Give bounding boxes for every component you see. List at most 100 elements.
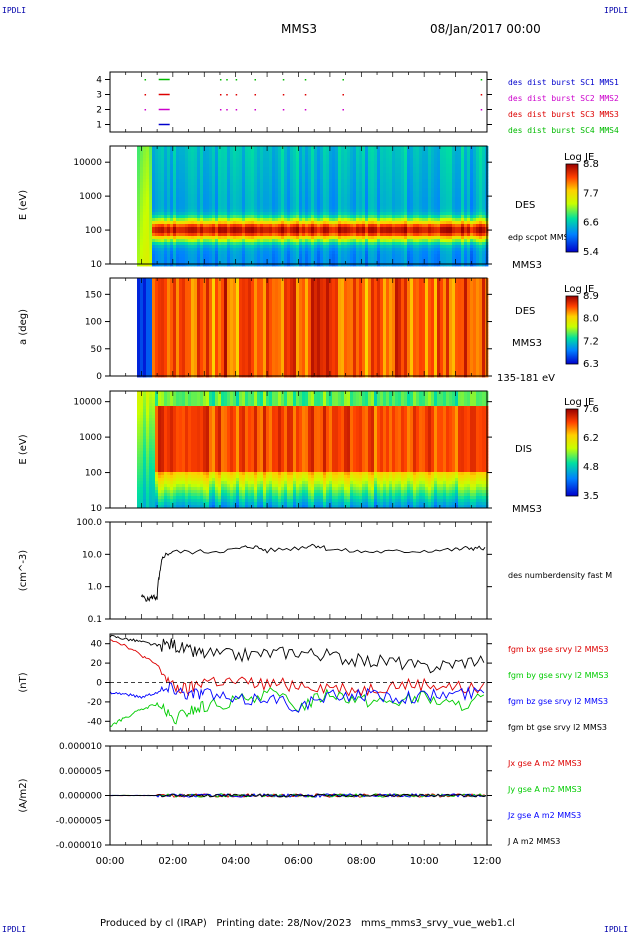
bfield-legend-0: fgm bx gse srvy l2 MMS3 [508, 645, 609, 654]
dis-energy-ylabel: E (eV) [18, 434, 29, 464]
colorbar-tick-2-3: 6.3 [583, 359, 599, 370]
colorbar-title-1: Log JE [564, 152, 594, 163]
burst-legend-1: des dist burst SC2 MMS2 [508, 94, 619, 103]
des-pitch-ytick-0: 150 [85, 290, 102, 300]
density-ytick-1: 10.0 [82, 550, 102, 560]
burst-dot-8-4 [480, 79, 483, 81]
des-pitch-side-2: 135-181 eV [497, 373, 555, 384]
density-ytick-3: 0.1 [88, 615, 102, 625]
colorbar-tick-2-1: 8.0 [583, 314, 599, 325]
density-line [140, 543, 486, 602]
current-legend-0: Jx gse A m2 MMS3 [507, 759, 582, 768]
time-tick-2: 04:00 [221, 856, 250, 867]
burst-ytick-0: 1 [96, 121, 102, 131]
current-ytick-0: 0.000010 [59, 742, 102, 752]
dis-energy-ytick-1: 1000 [79, 433, 102, 443]
colorbar-tick-2-2: 7.2 [583, 336, 599, 347]
burst-dot-3-2 [235, 109, 238, 111]
colorbar-tick-1-2: 6.6 [583, 218, 599, 229]
dis-energy-side-1: MMS3 [512, 504, 542, 515]
des-energy-ytick-0: 10000 [73, 158, 102, 168]
spacecraft-title: MMS3 [281, 22, 317, 36]
burst-dot-1-2 [219, 109, 222, 111]
colorbar-tick-1-0: 8.8 [583, 159, 599, 170]
dis-energy-ytick-0: 10000 [73, 398, 102, 408]
colorbar-tick-3-1: 6.2 [583, 433, 599, 444]
footer-credit: Produced by cl (IRAP) Printing date: 28/… [100, 918, 515, 929]
bfield-legend-1: fgm by gse srvy l2 MMS3 [508, 671, 609, 680]
des-energy-ytick-2: 100 [85, 226, 102, 236]
bfield-ytick-3: -20 [87, 698, 102, 708]
des-pitch-ytick-1: 100 [85, 318, 102, 328]
burst-dot-4-2 [254, 109, 257, 111]
burst-dot-4-4 [254, 79, 257, 81]
burst-ytick-3: 4 [96, 76, 102, 86]
burst-legend-3: des dist burst SC4 MMS4 [508, 126, 619, 135]
current-legend-3: J A m2 MMS3 [507, 837, 560, 846]
bfield-ytick-1: 20 [91, 659, 103, 669]
burst-ytick-2: 3 [96, 91, 102, 101]
panel-frame-4 [109, 521, 488, 620]
des-energy-side-2: MMS3 [512, 260, 542, 271]
bfield-legend-2: fgm bz gse srvy l2 MMS3 [508, 697, 608, 706]
burst-ytick-1: 2 [96, 106, 102, 116]
des-pitch-heatmap [137, 278, 489, 378]
density-ytick-0: 100.0 [76, 518, 102, 528]
burst-dot-1-3 [219, 94, 222, 96]
colorbar-title-2: Log JE [564, 284, 594, 295]
current-ytick-3: -0.000005 [56, 816, 102, 826]
density-legend: des numberdensity fast M [508, 571, 612, 580]
colorbar-tick-1-3: 5.4 [583, 247, 599, 258]
des-pitch-ytick-2: 50 [91, 345, 103, 355]
density-ylabel: (cm^-3) [18, 550, 29, 591]
time-tick-4: 08:00 [347, 856, 376, 867]
burst-dot-7-3 [342, 94, 344, 96]
burst-dot-2-4 [226, 79, 228, 81]
colorbar-tick-3-2: 4.8 [583, 462, 599, 473]
burst-dot-1-4 [219, 79, 222, 81]
burst-dot-8-2 [480, 109, 483, 111]
bfield-ytick-4: -40 [87, 717, 102, 727]
current-legend-2: Jz gse A m2 MMS3 [507, 811, 581, 820]
corner-label-top-right: IPDLI [604, 6, 629, 15]
burst-dot-8-3 [480, 94, 483, 96]
des-pitch-side-0: DES [515, 306, 535, 317]
burst-dot-2-3 [226, 94, 228, 96]
burst-dot-3-4 [235, 79, 238, 81]
burst-dot-5-2 [282, 109, 285, 111]
current-ytick-1: 0.000005 [59, 767, 102, 777]
panel-frame-0 [109, 71, 488, 133]
des-pitch-side-1: MMS3 [512, 338, 542, 349]
burst-dot-0-2 [144, 109, 147, 111]
current-line-3 [109, 793, 487, 798]
current-ytick-4: -0.000010 [56, 841, 102, 851]
colorbar-title-3: Log JE [564, 397, 594, 408]
des-energy-heatmap [137, 146, 489, 267]
burst-dot-6-3 [304, 94, 307, 96]
dis-energy-heatmap [137, 391, 489, 509]
current-ytick-2: 0.000000 [59, 792, 102, 802]
des-energy-side-1: edp scpot MMS3 [508, 233, 574, 242]
dis-energy-ytick-3: 10 [91, 504, 103, 514]
date-title: 08/Jan/2017 00:00 [430, 22, 541, 36]
colorbar-tick-3-0: 7.6 [583, 404, 599, 415]
burst-legend-0: des dist burst SC1 MMS1 [508, 78, 619, 87]
burst-dot-5-3 [282, 94, 285, 96]
dis-energy-ytick-2: 100 [85, 469, 102, 479]
burst-dot-6-2 [304, 109, 307, 111]
bfield-line-1 [109, 687, 485, 727]
time-tick-5: 10:00 [410, 856, 439, 867]
burst-dot-7-2 [342, 109, 344, 111]
corner-label-top-left: IPDLI [2, 6, 27, 15]
corner-label-bottom-right: IPDLI [604, 925, 629, 934]
dis-energy-side-0: DIS [515, 444, 532, 455]
bfield-line-3 [109, 634, 485, 674]
des-energy-ytick-3: 10 [91, 260, 103, 270]
des-energy-ylabel: E (eV) [18, 190, 29, 220]
des-pitch-ylabel: a (deg) [18, 309, 29, 345]
des-energy-ytick-1: 1000 [79, 192, 102, 202]
burst-dot-0-4 [144, 79, 147, 81]
des-pitch-ytick-3: 0 [96, 372, 102, 382]
current-ylabel: (A/m2) [18, 778, 29, 812]
